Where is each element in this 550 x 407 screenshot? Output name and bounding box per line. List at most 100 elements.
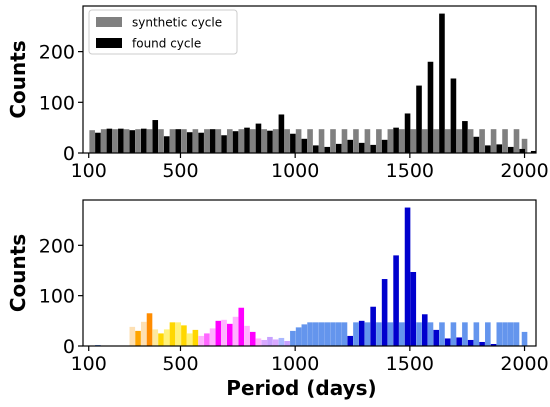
synthetic-bar <box>341 129 348 153</box>
y-tick-label: 0 <box>63 336 75 358</box>
synthetic-bar <box>169 129 176 153</box>
synthetic-bar <box>158 129 164 153</box>
period-bar <box>209 328 216 346</box>
found-bar <box>335 143 342 153</box>
period-bar <box>399 322 405 346</box>
top-panel: 100 500 1000 1500 20000100200Countssynthetic… <box>6 5 549 182</box>
period-bar <box>387 322 394 346</box>
synthetic-bar <box>181 129 187 153</box>
period-bar <box>473 322 480 346</box>
found-bar <box>106 128 113 153</box>
period-bar <box>490 343 497 346</box>
found-bar <box>462 121 468 153</box>
period-bar <box>410 271 417 346</box>
synthetic-bar <box>376 129 382 153</box>
legend-label: found cycle <box>132 37 201 51</box>
bars <box>89 13 537 154</box>
synthetic-bar <box>261 129 267 153</box>
found-bar <box>381 139 388 153</box>
period-bar <box>393 255 399 346</box>
found-bar <box>439 13 445 153</box>
found-bar <box>370 144 376 153</box>
period-bar <box>232 316 239 346</box>
synthetic-bar <box>421 129 428 153</box>
plot-frame <box>82 5 537 154</box>
found-bar <box>427 61 434 154</box>
found-bar <box>347 139 354 153</box>
period-bar <box>347 335 354 346</box>
x-axis-label: Period (days) <box>226 376 376 400</box>
found-bar <box>290 133 296 153</box>
synthetic-bar <box>284 129 290 153</box>
found-bar <box>255 123 262 153</box>
period-bar <box>215 320 222 346</box>
x-tick-label: 2000 <box>500 353 548 375</box>
synthetic-bar <box>318 129 325 153</box>
period-bar <box>255 338 262 346</box>
found-bar <box>163 136 170 153</box>
period-bar <box>358 320 365 346</box>
x-tick-label: 1000 <box>271 160 319 182</box>
period-bar <box>521 331 528 346</box>
x-tick-label: 2000 <box>500 160 548 182</box>
synthetic-bar <box>204 129 210 153</box>
synthetic-bar <box>410 129 417 153</box>
period-bar <box>318 322 325 346</box>
period-bar <box>135 330 141 346</box>
synthetic-bar <box>295 129 302 153</box>
synthetic-bar <box>112 129 118 153</box>
period-bar <box>421 314 428 346</box>
found-bar <box>485 145 491 153</box>
found-bar <box>473 136 480 153</box>
y-tick-label: 100 <box>39 92 75 114</box>
period-bar <box>267 336 273 346</box>
period-bar <box>353 322 359 346</box>
period-bar <box>496 322 503 346</box>
found-bar <box>209 129 216 153</box>
found-bar <box>198 132 204 153</box>
found-bar <box>313 145 319 153</box>
found-bar <box>175 129 181 153</box>
synthetic-bar <box>364 129 371 153</box>
period-bar <box>307 322 313 346</box>
period-bar <box>301 324 308 346</box>
period-bar <box>381 279 388 346</box>
found-bar <box>232 131 239 153</box>
period-bar <box>335 322 342 346</box>
y-tick-label: 100 <box>39 286 75 308</box>
period-bar <box>238 307 245 346</box>
period-bar <box>462 322 468 346</box>
period-bar <box>404 207 411 346</box>
period-bar <box>479 341 485 346</box>
period-bar <box>146 313 153 346</box>
found-bar <box>530 150 537 153</box>
period-bar <box>140 321 147 346</box>
bars <box>95 207 528 346</box>
found-bar <box>186 132 193 153</box>
period-bar <box>169 322 176 346</box>
found-bar <box>301 138 308 153</box>
found-bar <box>221 135 227 153</box>
synthetic-bar <box>272 129 279 153</box>
period-bar <box>341 322 348 346</box>
synthetic-bar <box>307 129 313 153</box>
synthetic-bar <box>433 129 440 153</box>
y-tick-label: 200 <box>39 42 75 64</box>
period-bar <box>278 337 285 346</box>
period-bar <box>181 325 187 346</box>
synthetic-bar <box>89 130 95 153</box>
period-bar <box>175 322 181 346</box>
period-bar <box>272 339 279 346</box>
found-bar <box>519 148 526 153</box>
synthetic-bar <box>226 129 233 153</box>
synthetic-bar <box>456 129 462 153</box>
synthetic-bar <box>513 129 520 153</box>
found-bar <box>496 144 503 153</box>
period-bar <box>324 322 331 346</box>
period-bar <box>370 306 376 346</box>
y-axis-label: Counts <box>6 234 30 312</box>
found-bar <box>358 142 365 153</box>
synthetic-bar <box>521 138 528 153</box>
period-bar <box>186 333 193 346</box>
period-bar <box>163 329 170 346</box>
